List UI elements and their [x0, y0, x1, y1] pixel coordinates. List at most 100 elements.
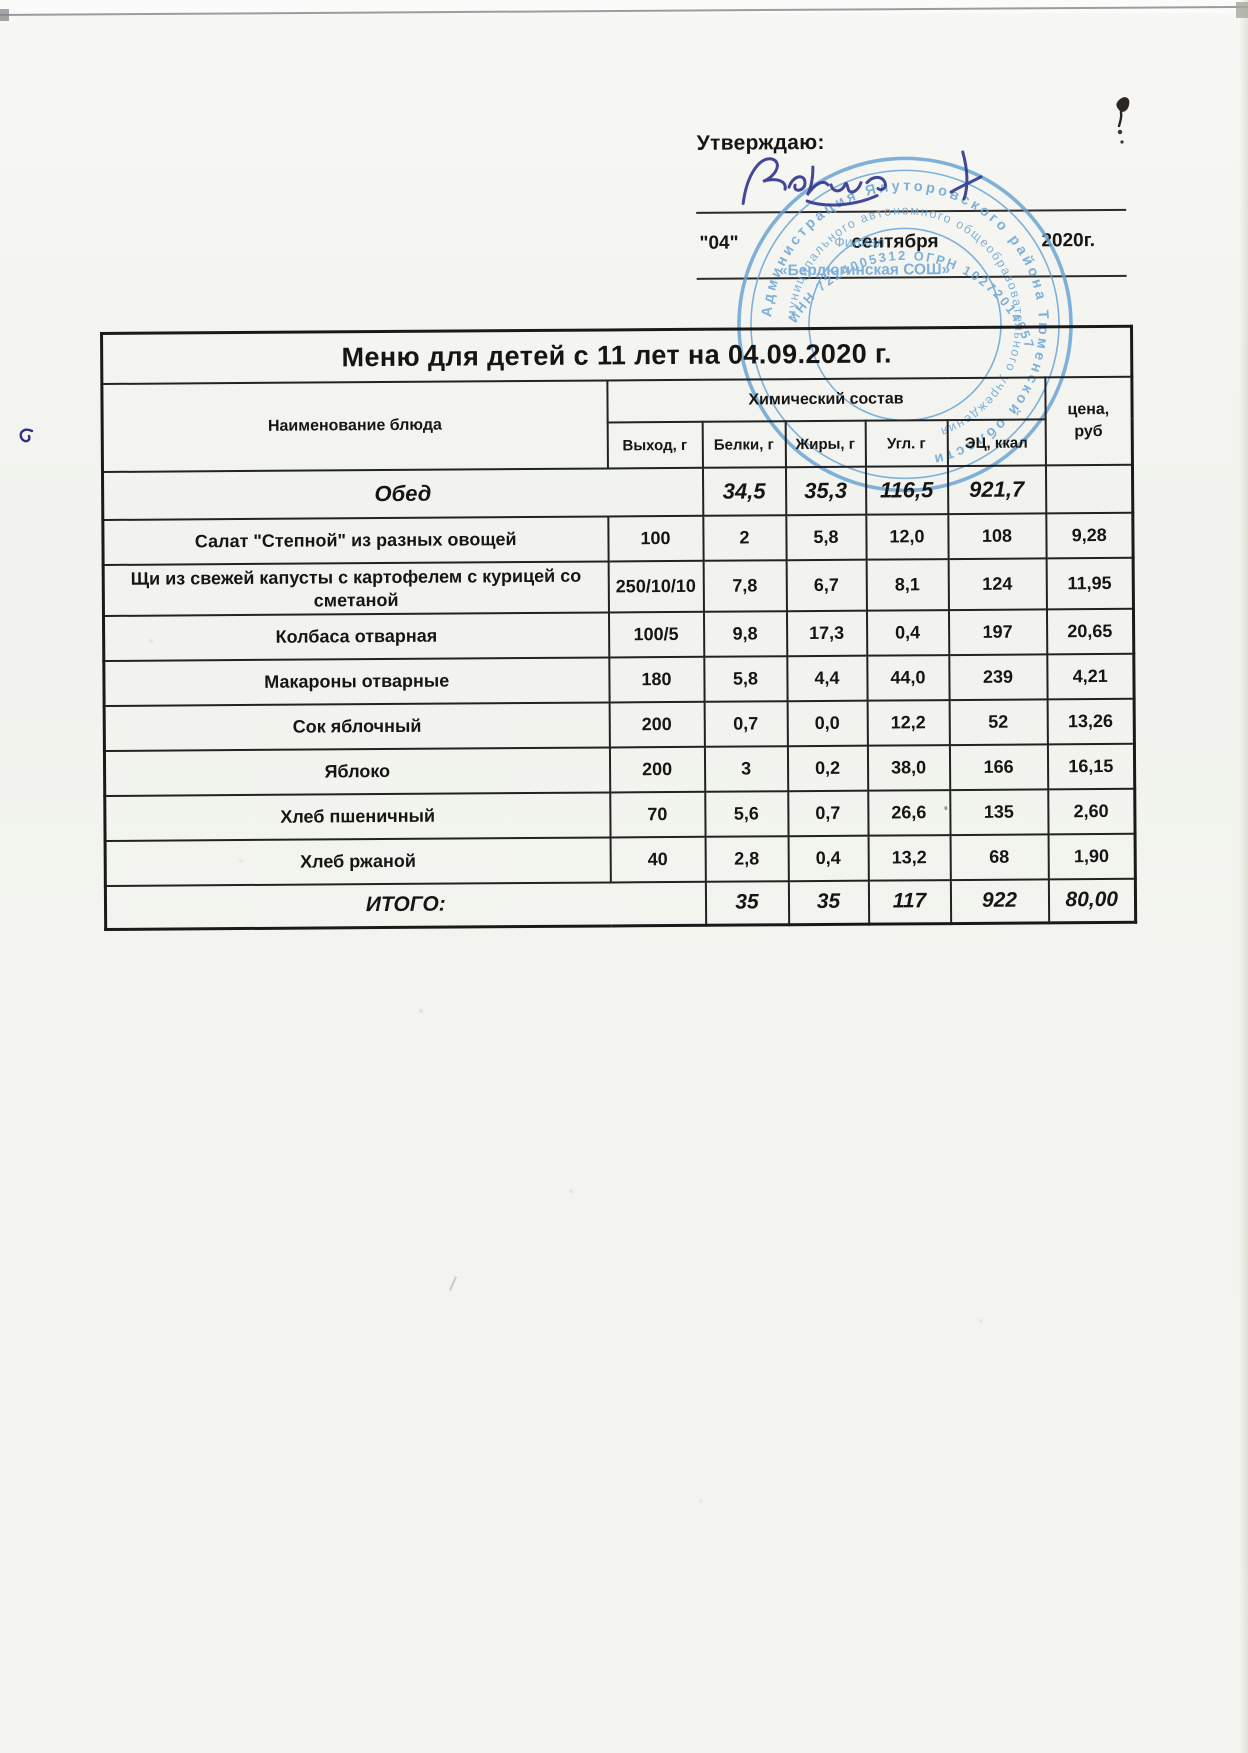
dish-carb: 26,6: [867, 790, 951, 836]
col-header-kcal: ЭЦ, ккал: [947, 419, 1046, 467]
lunch-protein: 34,5: [702, 467, 786, 516]
dish-kcal: 68: [950, 834, 1049, 881]
dish-name: Щи из свежей капусты с картофелем с кури…: [103, 561, 609, 616]
dish-output: 40: [610, 836, 706, 883]
dish-fat: 0,2: [787, 745, 868, 792]
dish-kcal: 52: [949, 699, 1048, 746]
dish-protein: 5,6: [704, 791, 789, 837]
dish-protein: 2,8: [705, 836, 789, 882]
round-stamp: Администрация Ялуторовского района Тюмен…: [699, 118, 1073, 493]
dish-fat: 0,0: [787, 700, 868, 747]
dish-name: Хлеб ржаной: [105, 837, 611, 886]
dish-kcal: 197: [948, 609, 1047, 656]
dish-protein: 0,7: [704, 701, 788, 747]
dish-price: 2,60: [1047, 788, 1136, 835]
scan-corner-mark-left: [0, 9, 9, 21]
dish-output: 100/5: [608, 611, 704, 658]
stray-scan-dot: [944, 806, 948, 811]
dish-name: Хлеб пшеничный: [104, 792, 611, 841]
dish-protein: 9,8: [703, 611, 787, 657]
dish-kcal: 239: [948, 654, 1048, 701]
col-header-dish-name: Наименование блюда: [101, 380, 608, 472]
table-row: Хлеб пшеничный 70 5,6 0,7 26,6 135 2,60: [104, 788, 1136, 841]
dish-protein: 5,8: [703, 656, 788, 702]
dish-output: 200: [609, 746, 705, 793]
dish-fat: 4,4: [786, 655, 868, 702]
dish-carb: 13,2: [868, 835, 951, 881]
dish-name: Колбаса отварная: [103, 612, 609, 661]
dish-output: 250/10/10: [608, 560, 704, 613]
ink-blot-artifact: [1116, 97, 1130, 144]
total-carb: 117: [868, 880, 951, 924]
stamp-center-line1: Филиал: [834, 234, 885, 250]
col-header-carb: Угл. г: [865, 420, 948, 467]
dish-kcal: 108: [947, 513, 1047, 560]
lunch-kcal: 921,7: [947, 465, 1046, 515]
dish-fat: 5,8: [785, 514, 867, 561]
col-header-output: Выход, г: [607, 421, 703, 469]
dish-output: 180: [608, 656, 705, 703]
dish-protein: 7,8: [703, 560, 787, 612]
dish-carb: 38,0: [867, 745, 950, 791]
total-price: 80,00: [1048, 878, 1136, 923]
dish-name: Сок яблочный: [104, 702, 610, 751]
header-row-1: Наименование блюда Химический состав цен…: [101, 376, 1133, 472]
table-row: Яблоко 200 3 0,2 38,0 166 16,15: [104, 743, 1135, 796]
col-header-chemical-composition: Химический состав: [606, 377, 1046, 423]
dish-carb: 44,0: [866, 655, 950, 701]
dish-carb: 0,4: [866, 610, 949, 656]
dish-carb: 12,0: [865, 514, 949, 560]
col-header-protein: Белки, г: [702, 421, 786, 468]
lunch-price: [1045, 464, 1133, 514]
dish-output: 200: [609, 701, 705, 748]
dish-kcal: 124: [948, 558, 1047, 611]
dish-price: 16,15: [1047, 743, 1135, 790]
table-row: Хлеб ржаной 40 2,8 0,4 13,2 68 1,90: [105, 833, 1136, 886]
director-signature: [741, 150, 983, 207]
scan-corner-mark-right: [1236, 2, 1248, 18]
col-header-fat: Жиры, г: [785, 420, 866, 468]
dish-name: Яблоко: [104, 747, 610, 796]
dish-carb: 8,1: [866, 559, 949, 611]
total-label: ИТОГО:: [105, 881, 706, 929]
lunch-section-row: Обед 34,5 35,3 116,5 921,7: [102, 464, 1133, 520]
price-header-line1: цена,: [1067, 401, 1110, 419]
dish-fat: 6,7: [786, 559, 867, 612]
dish-output: 100: [607, 515, 704, 562]
lunch-fat: 35,3: [785, 466, 866, 516]
price-header-line2: руб: [1074, 423, 1103, 441]
dish-carb: 12,2: [867, 700, 950, 746]
dish-protein: 2: [702, 515, 787, 561]
dish-price: 9,28: [1045, 512, 1134, 559]
dish-fat: 17,3: [786, 610, 867, 657]
dish-kcal: 166: [949, 744, 1048, 791]
scan-right-edge-shadow: [1239, 0, 1248, 1753]
total-kcal: 922: [950, 879, 1049, 924]
blue-pen-curl-artifact: [19, 428, 34, 443]
col-header-price: цена, руб: [1044, 376, 1133, 466]
dish-price: 13,26: [1047, 698, 1135, 745]
dish-fat: 0,4: [788, 835, 869, 882]
lunch-carb: 116,5: [865, 466, 948, 515]
dish-price: 1,90: [1048, 833, 1136, 880]
dish-price: 20,65: [1046, 608, 1134, 655]
dish-fat: 0,7: [787, 790, 869, 837]
dish-price: 11,95: [1046, 557, 1134, 610]
table-row: Колбаса отварная 100/5 9,8 17,3 0,4 197 …: [103, 608, 1134, 661]
dish-price: 4,21: [1046, 653, 1135, 700]
dish-output: 70: [609, 791, 706, 838]
table-title-row: Меню для детей с 11 лет на 04.09.2020 г.: [101, 326, 1132, 384]
total-fat: 35: [788, 880, 869, 925]
table-row: Салат "Степной" из разных овощей 100 2 5…: [102, 512, 1134, 565]
stamp-center-line2: «Бердюгинская СОШ»: [779, 261, 950, 279]
table-row: Щи из свежей капусты с картофелем с кури…: [103, 557, 1134, 616]
total-protein: 35: [705, 881, 789, 925]
dish-protein: 3: [704, 746, 788, 792]
lunch-label: Обед: [102, 467, 703, 520]
total-row: ИТОГО: 35 35 117 922 80,00: [105, 878, 1136, 929]
table-title: Меню для детей с 11 лет на 04.09.2020 г.: [101, 326, 1132, 384]
dish-kcal: 135: [949, 789, 1049, 836]
dish-name: Салат "Степной" из разных овощей: [102, 516, 609, 565]
menu-table: Меню для детей с 11 лет на 04.09.2020 г.…: [100, 324, 1138, 931]
